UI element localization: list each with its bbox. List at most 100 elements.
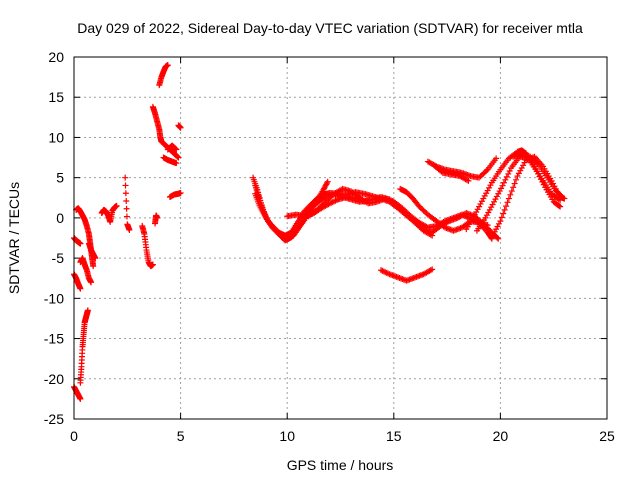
y-tick-label: -5	[52, 250, 65, 266]
series-arc-4	[77, 307, 91, 386]
data-point	[506, 167, 513, 174]
data-point	[500, 179, 507, 186]
ticks-layer: 0 5 10 15 20 25 -25 -20 -15 -10 -5 0 5 10 15 20	[44, 49, 615, 444]
chart-title: Day 029 of 2022, Sidereal Day-to-day VTE…	[77, 20, 583, 36]
y-tick-label: 10	[48, 129, 64, 145]
series-arc-27	[378, 266, 436, 284]
y-tick-label: 5	[56, 170, 64, 186]
series-arc-13	[160, 154, 180, 167]
data-point	[177, 189, 184, 196]
data-point	[77, 395, 84, 402]
data-point	[123, 197, 130, 204]
data-point	[503, 173, 510, 180]
series-arc-18	[250, 174, 436, 239]
data-point	[113, 202, 120, 209]
data-point	[77, 285, 84, 292]
series-arc-3	[71, 383, 84, 402]
y-tick-label: -10	[44, 290, 64, 306]
y-tick-label: 15	[48, 89, 64, 105]
data-point	[173, 160, 180, 167]
data-point	[122, 174, 129, 181]
series-arc-31	[510, 150, 566, 200]
data-point	[493, 155, 500, 162]
series-arc-9	[122, 174, 133, 233]
series-arc-14	[164, 142, 180, 153]
data-point	[558, 192, 565, 199]
data-point	[498, 214, 505, 221]
series-arc-1	[71, 235, 84, 247]
data-point	[556, 202, 563, 209]
x-tick-label: 5	[177, 428, 185, 444]
data-point	[502, 176, 509, 183]
data-point	[495, 235, 502, 242]
series-arc-23	[397, 185, 495, 242]
data-point	[324, 178, 331, 185]
data-point	[465, 177, 472, 184]
series-arc-10	[139, 222, 156, 270]
data-point	[504, 199, 511, 206]
data-point	[511, 180, 518, 187]
data-point	[123, 213, 130, 220]
data-point	[154, 214, 161, 221]
data-point	[88, 279, 95, 286]
data-point	[164, 62, 171, 69]
data-point	[508, 188, 515, 195]
x-tick-label: 20	[493, 428, 509, 444]
series-arc-20	[252, 178, 331, 244]
data-point	[173, 146, 180, 153]
y-tick-label: 0	[56, 210, 64, 226]
data-point	[92, 255, 99, 262]
y-tick-label: -20	[44, 371, 64, 387]
data-point	[557, 203, 564, 210]
series-arc-6	[77, 255, 95, 286]
grid-layer	[74, 57, 607, 419]
data-point	[175, 154, 182, 161]
data-point	[126, 226, 133, 233]
data-point	[510, 184, 517, 191]
data-point	[505, 170, 512, 177]
data-point	[84, 307, 91, 314]
series-arc-17	[166, 189, 184, 200]
data-point	[503, 203, 510, 210]
data-point	[494, 234, 501, 241]
series-arc-11	[152, 212, 161, 227]
data-point	[559, 193, 566, 200]
plot-frame	[73, 56, 608, 420]
data-point	[501, 206, 508, 213]
x-tick-label: 10	[279, 428, 295, 444]
y-tick-label: -15	[44, 331, 64, 347]
data-point	[123, 205, 130, 212]
series-arc-25	[424, 155, 500, 181]
x-tick-label: 15	[386, 428, 402, 444]
series-arc-29	[473, 153, 564, 234]
data-point	[505, 195, 512, 202]
x-axis-label: GPS time / hours	[287, 457, 394, 473]
series-arc-8	[98, 202, 120, 225]
data-point	[323, 180, 330, 187]
data-point	[500, 210, 507, 217]
y-tick-label: -25	[44, 411, 64, 427]
data-point	[90, 263, 97, 270]
series-arc-24	[412, 210, 502, 242]
series-arc-7	[85, 240, 99, 262]
points-layer	[71, 62, 568, 402]
data-point	[174, 153, 181, 160]
series-arc-16	[156, 62, 171, 89]
data-point	[77, 240, 84, 247]
data-point	[513, 176, 520, 183]
data-point	[429, 266, 436, 273]
series-arc-26	[431, 162, 472, 184]
x-tick-label: 0	[70, 428, 78, 444]
data-point	[507, 191, 514, 198]
series-arc-15	[175, 122, 184, 131]
x-tick-label: 25	[599, 428, 615, 444]
data-point	[497, 218, 504, 225]
data-point	[122, 190, 129, 197]
y-tick-label: 20	[48, 49, 64, 65]
series-arc-2	[71, 271, 84, 292]
data-point	[149, 261, 156, 268]
data-point	[122, 182, 129, 189]
y-axis-label: SDTVAR / TECUs	[6, 182, 22, 294]
data-point	[177, 124, 184, 131]
